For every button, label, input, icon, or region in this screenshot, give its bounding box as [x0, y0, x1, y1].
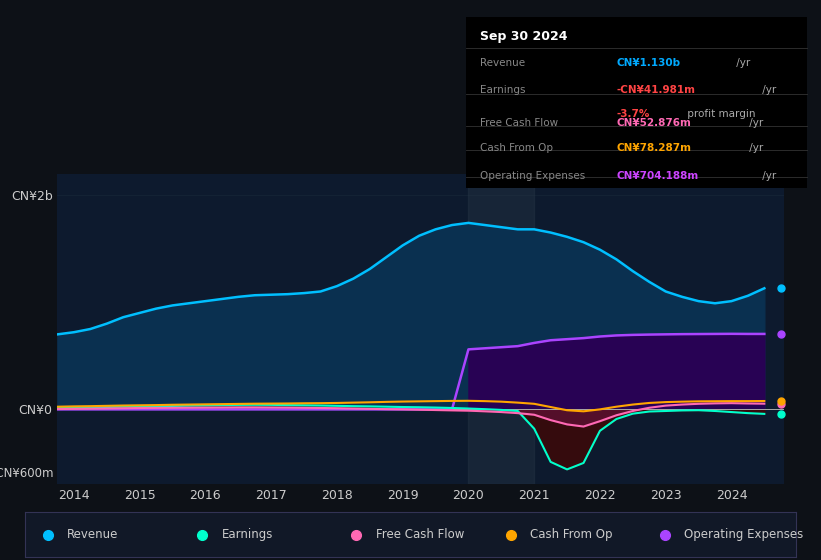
- Text: /yr: /yr: [745, 118, 763, 128]
- Text: -3.7%: -3.7%: [617, 109, 649, 119]
- Text: Earnings: Earnings: [480, 85, 525, 95]
- Text: CN¥52.876m: CN¥52.876m: [617, 118, 691, 128]
- Text: /yr: /yr: [759, 170, 776, 180]
- Text: Revenue: Revenue: [67, 528, 118, 542]
- Text: Sep 30 2024: Sep 30 2024: [480, 30, 567, 44]
- Text: Operating Expenses: Operating Expenses: [480, 170, 585, 180]
- Text: Earnings: Earnings: [222, 528, 273, 542]
- Text: Cash From Op: Cash From Op: [530, 528, 612, 542]
- Text: Operating Expenses: Operating Expenses: [685, 528, 804, 542]
- Text: /yr: /yr: [745, 143, 763, 153]
- Text: CN¥704.188m: CN¥704.188m: [617, 170, 699, 180]
- Text: /yr: /yr: [759, 85, 776, 95]
- Text: -CN¥600m: -CN¥600m: [0, 467, 54, 480]
- Text: /yr: /yr: [733, 58, 750, 68]
- Text: Revenue: Revenue: [480, 58, 525, 68]
- Bar: [469, 174, 534, 484]
- Text: Free Cash Flow: Free Cash Flow: [376, 528, 464, 542]
- Text: CN¥1.130b: CN¥1.130b: [617, 58, 681, 68]
- Text: CN¥78.287m: CN¥78.287m: [617, 143, 691, 153]
- Text: profit margin: profit margin: [685, 109, 756, 119]
- Text: Cash From Op: Cash From Op: [480, 143, 553, 153]
- Text: Free Cash Flow: Free Cash Flow: [480, 118, 558, 128]
- Text: -CN¥41.981m: -CN¥41.981m: [617, 85, 695, 95]
